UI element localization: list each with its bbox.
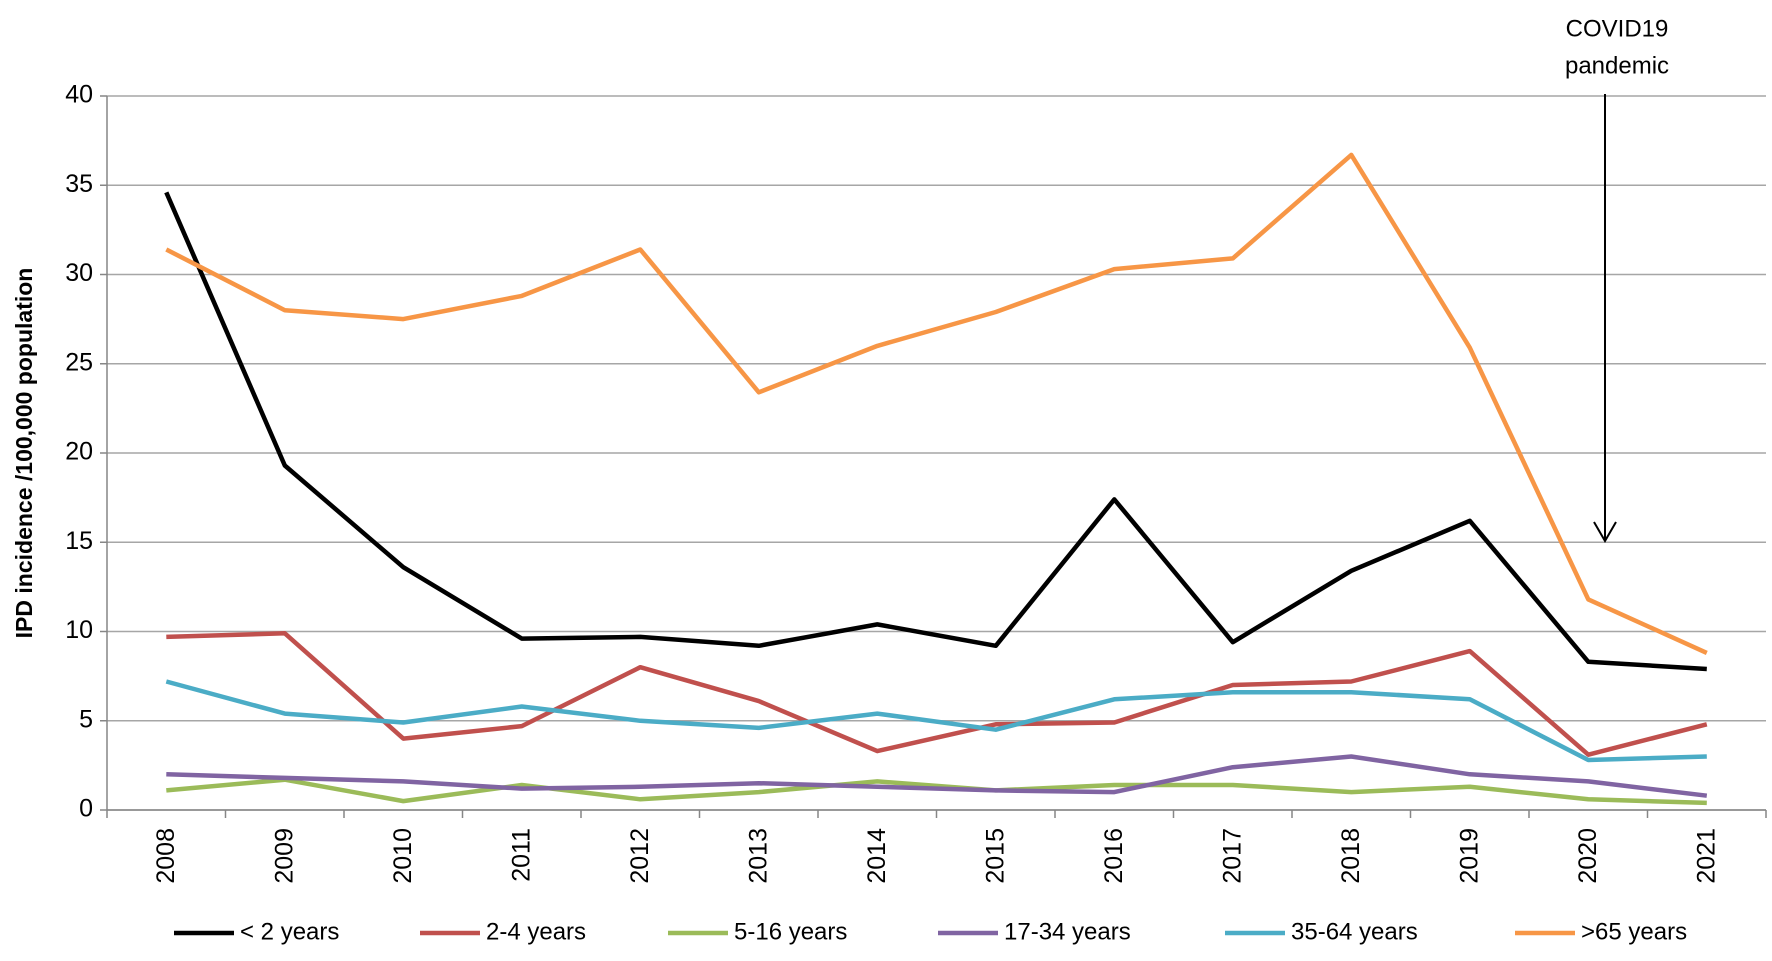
legend-label: < 2 years <box>240 918 339 945</box>
legend-label: 17-34 years <box>1004 918 1131 945</box>
y-tick-label: 15 <box>65 527 93 555</box>
legend-label: >65 years <box>1581 918 1687 945</box>
x-tick-label: 2009 <box>270 828 298 884</box>
legend-label: 35-64 years <box>1291 918 1418 945</box>
x-tick-label: 2017 <box>1218 828 1246 884</box>
y-tick-label: 35 <box>65 170 93 198</box>
y-axis-label: IPD incidence /100,000 population <box>11 268 37 639</box>
x-tick-label: 2014 <box>863 828 891 884</box>
x-tick-label: 2015 <box>981 828 1009 884</box>
y-tick-label: 30 <box>65 259 93 287</box>
x-tick-label: 2019 <box>1455 828 1483 884</box>
x-tick-label: 2013 <box>744 828 772 884</box>
legend-label: 5-16 years <box>734 918 847 945</box>
x-tick-label: 2011 <box>507 828 535 882</box>
x-tick-label: 2012 <box>626 828 654 884</box>
annotation-arrowhead <box>1593 521 1617 543</box>
x-tick-label: 2008 <box>152 828 180 884</box>
series-line <box>165 152 1708 655</box>
series-line <box>166 631 1708 757</box>
y-tick-label: 0 <box>79 795 93 823</box>
y-tick-label: 40 <box>65 81 93 109</box>
series-line <box>166 754 1708 798</box>
series-line <box>165 679 1707 763</box>
annotation: COVID19 <box>1566 15 1669 42</box>
legend-label: 2-4 years <box>486 918 586 945</box>
y-tick-label: 10 <box>65 616 93 644</box>
y-tick-label: 25 <box>65 348 93 376</box>
y-tick-label: 20 <box>65 438 93 466</box>
x-tick-label: 2018 <box>1337 828 1365 884</box>
x-tick-label: 2016 <box>1100 828 1128 884</box>
x-tick-label: 2020 <box>1574 828 1602 884</box>
x-tick-label: 2010 <box>389 828 417 884</box>
series-line <box>164 191 1707 672</box>
annotation: pandemic <box>1565 52 1669 79</box>
y-tick-label: 5 <box>79 705 93 733</box>
series-line <box>166 777 1707 806</box>
x-tick-label: 2021 <box>1692 828 1720 884</box>
